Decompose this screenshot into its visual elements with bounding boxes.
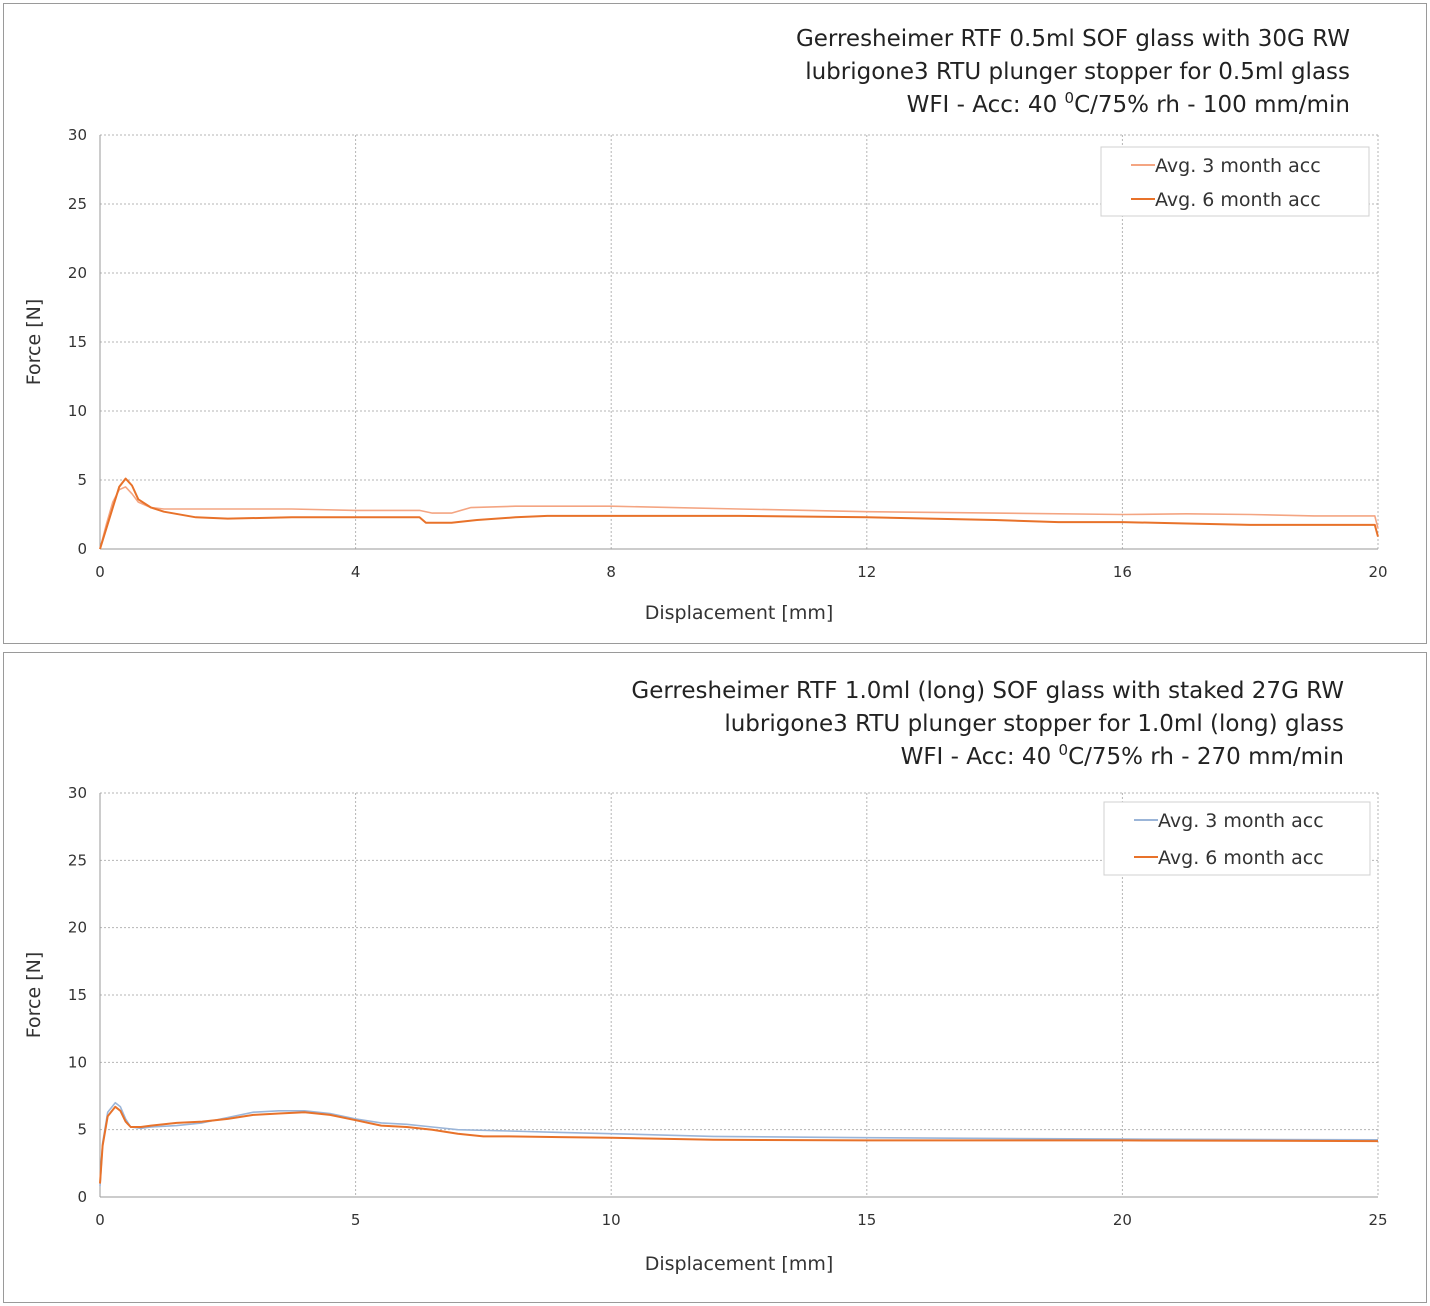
force-displacement-chart-bottom: Gerresheimer RTF 1.0ml (long) SOF glass … bbox=[23, 678, 1388, 1275]
legend-label: Avg. 3 month acc bbox=[1155, 155, 1321, 177]
y-axis-title: Force [N] bbox=[23, 952, 45, 1038]
y-tick-label: 25 bbox=[68, 195, 87, 213]
legend-label: Avg. 6 month acc bbox=[1158, 847, 1324, 869]
x-tick-label: 20 bbox=[1113, 1211, 1132, 1229]
legend-box bbox=[1100, 146, 1370, 217]
x-axis-title: Displacement [mm] bbox=[645, 602, 834, 624]
chart-title-line: Gerresheimer RTF 1.0ml (long) SOF glass … bbox=[631, 678, 1344, 704]
chart-title-line: Gerresheimer RTF 0.5ml SOF glass with 30… bbox=[796, 26, 1350, 52]
series-line-1 bbox=[99, 486, 1379, 550]
y-tick-label: 20 bbox=[68, 264, 87, 282]
legend-label: Avg. 3 month acc bbox=[1158, 810, 1324, 832]
y-tick-label: 5 bbox=[77, 1121, 87, 1139]
chart-panel-top: Gerresheimer RTF 0.5ml SOF glass with 30… bbox=[3, 3, 1427, 644]
chart-panel-bottom: Gerresheimer RTF 1.0ml (long) SOF glass … bbox=[3, 652, 1427, 1303]
y-tick-label: 15 bbox=[68, 333, 87, 351]
force-displacement-chart-top: Gerresheimer RTF 0.5ml SOF glass with 30… bbox=[23, 26, 1388, 624]
chart-title-line: lubrigone3 RTU plunger stopper for 1.0ml… bbox=[724, 711, 1344, 737]
y-tick-label: 10 bbox=[68, 1053, 87, 1071]
y-axis-title: Force [N] bbox=[23, 299, 45, 385]
y-tick-label: 0 bbox=[77, 540, 87, 558]
y-tick-label: 0 bbox=[77, 1188, 87, 1206]
y-tick-label: 20 bbox=[68, 919, 87, 937]
title-text-part: C/75% rh - 270 mm/min bbox=[1068, 744, 1344, 770]
series-line-2 bbox=[99, 477, 1379, 550]
x-tick-label: 5 bbox=[351, 1211, 361, 1229]
x-tick-label: 15 bbox=[857, 1211, 876, 1229]
x-tick-label: 20 bbox=[1368, 563, 1387, 581]
x-tick-label: 8 bbox=[606, 563, 616, 581]
x-axis-title: Displacement [mm] bbox=[645, 1253, 834, 1275]
title-superscript: 0 bbox=[1065, 89, 1075, 107]
x-tick-label: 4 bbox=[351, 563, 361, 581]
chart-title-line: WFI - Acc: 40 0C/75% rh - 270 mm/min bbox=[901, 741, 1344, 770]
series-line-2 bbox=[99, 1105, 1379, 1184]
title-text-part: C/75% rh - 100 mm/min bbox=[1074, 92, 1350, 118]
legend-box bbox=[1103, 801, 1371, 876]
title-superscript: 0 bbox=[1059, 741, 1069, 759]
legend-label: Avg. 6 month acc bbox=[1155, 189, 1321, 211]
title-text-part: WFI - Acc: 40 bbox=[901, 744, 1059, 770]
x-tick-label: 16 bbox=[1113, 563, 1132, 581]
x-tick-label: 10 bbox=[602, 1211, 621, 1229]
x-tick-label: 0 bbox=[95, 1211, 105, 1229]
y-tick-label: 25 bbox=[68, 851, 87, 869]
x-tick-label: 25 bbox=[1368, 1211, 1387, 1229]
x-tick-label: 0 bbox=[95, 563, 105, 581]
y-tick-label: 30 bbox=[68, 126, 87, 144]
y-tick-label: 10 bbox=[68, 402, 87, 420]
x-tick-label: 12 bbox=[857, 563, 876, 581]
series-line-1 bbox=[99, 1101, 1379, 1187]
y-tick-label: 5 bbox=[77, 471, 87, 489]
y-tick-label: 15 bbox=[68, 986, 87, 1004]
chart-title-line: lubrigone3 RTU plunger stopper for 0.5ml… bbox=[805, 59, 1350, 85]
y-tick-label: 30 bbox=[68, 784, 87, 802]
title-text-part: WFI - Acc: 40 bbox=[907, 92, 1065, 118]
chart-title-line: WFI - Acc: 40 0C/75% rh - 100 mm/min bbox=[907, 89, 1350, 118]
